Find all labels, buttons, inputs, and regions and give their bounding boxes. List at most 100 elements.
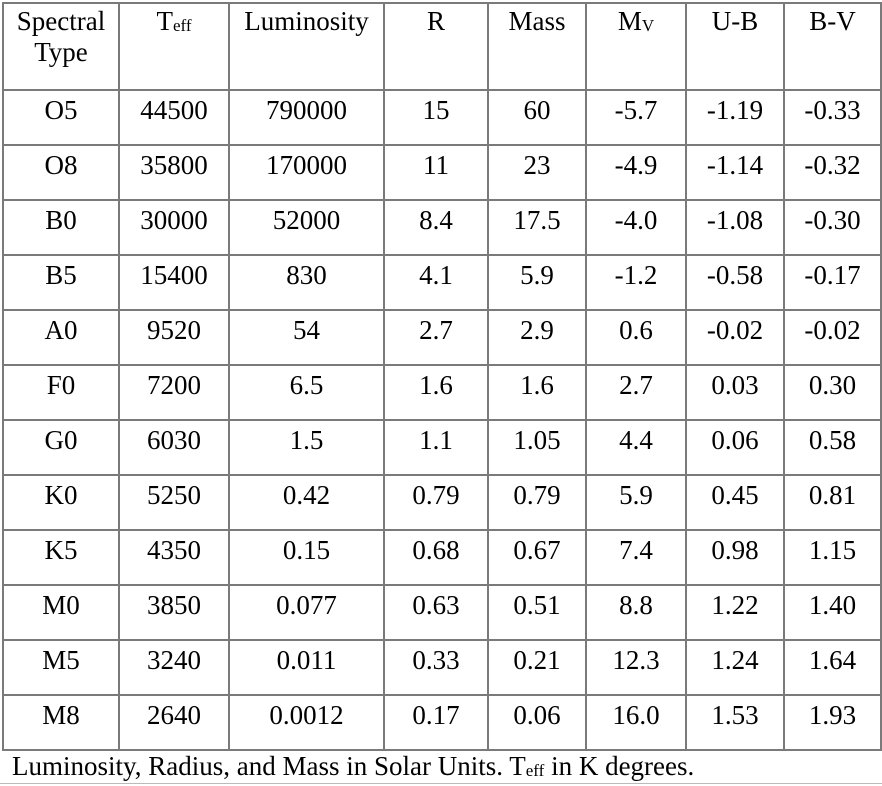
cell-b-v: 0.81 [783, 474, 882, 531]
cell-b-v: 1.64 [783, 639, 882, 696]
header-u-b: U-B [685, 2, 785, 91]
cell-mass: 2.9 [487, 309, 587, 366]
table-row: M0 3850 0.077 0.63 0.51 8.8 1.22 1.40 [2, 584, 882, 641]
cell-mv: 0.6 [585, 309, 687, 366]
cell-mass: 1.05 [487, 419, 587, 476]
cell-mv: 16.0 [585, 694, 687, 751]
cell-spectral-type: M5 [2, 639, 120, 696]
cell-b-v: -0.32 [783, 144, 882, 201]
cell-radius: 0.68 [383, 529, 489, 586]
cell-teff: 9520 [118, 309, 230, 366]
cell-teff: 6030 [118, 419, 230, 476]
table-row: G0 6030 1.5 1.1 1.05 4.4 0.06 0.58 [2, 419, 882, 476]
cell-luminosity: 6.5 [228, 364, 385, 421]
cell-radius: 15 [383, 89, 489, 146]
cell-mass: 0.06 [487, 694, 587, 751]
cell-spectral-type: K5 [2, 529, 120, 586]
header-label: Mass [508, 6, 566, 36]
header-subscript: eff [172, 16, 192, 35]
cell-u-b: 0.45 [685, 474, 785, 531]
cell-mass: 1.6 [487, 364, 587, 421]
cell-mass: 60 [487, 89, 587, 146]
header-b-v: B-V [783, 2, 882, 91]
header-label: B-V [809, 6, 856, 36]
cell-mass: 23 [487, 144, 587, 201]
cell-u-b: 1.24 [685, 639, 785, 696]
header-mv: MV [585, 2, 687, 91]
cell-mass: 0.79 [487, 474, 587, 531]
table-row: K5 4350 0.15 0.68 0.67 7.4 0.98 1.15 [2, 529, 882, 586]
table-row: B0 30000 52000 8.4 17.5 -4.0 -1.08 -0.30 [2, 199, 882, 256]
caption-subscript: eff [525, 761, 545, 780]
caption-text: Luminosity, Radius, and Mass in Solar Un… [12, 751, 526, 781]
cell-teff: 15400 [118, 254, 230, 311]
table-row: A0 9520 54 2.7 2.9 0.6 -0.02 -0.02 [2, 309, 882, 366]
cell-teff: 35800 [118, 144, 230, 201]
cell-radius: 0.17 [383, 694, 489, 751]
cell-luminosity: 0.077 [228, 584, 385, 641]
cell-mass: 0.21 [487, 639, 587, 696]
cell-u-b: 1.53 [685, 694, 785, 751]
table-row: F0 7200 6.5 1.6 1.6 2.7 0.03 0.30 [2, 364, 882, 421]
header-label: R [426, 6, 445, 36]
cell-spectral-type: F0 [2, 364, 120, 421]
cell-radius: 2.7 [383, 309, 489, 366]
cell-luminosity: 0.42 [228, 474, 385, 531]
cell-b-v: 1.40 [783, 584, 882, 641]
header-radius: R [383, 2, 489, 91]
cell-luminosity: 790000 [228, 89, 385, 146]
cell-luminosity: 54 [228, 309, 385, 366]
cell-mv: -1.2 [585, 254, 687, 311]
cell-spectral-type: B5 [2, 254, 120, 311]
cell-b-v: -0.30 [783, 199, 882, 256]
cell-teff: 2640 [118, 694, 230, 751]
table-row: M8 2640 0.0012 0.17 0.06 16.0 1.53 1.93 [2, 694, 882, 751]
cell-luminosity: 52000 [228, 199, 385, 256]
caption-text-end: in K degrees. [544, 751, 695, 781]
bottom-divider [0, 783, 882, 784]
cell-u-b: 0.06 [685, 419, 785, 476]
cell-b-v: 1.93 [783, 694, 882, 751]
table-body: O5 44500 790000 15 60 -5.7 -1.19 -0.33 O8 35800 17… [2, 89, 882, 751]
cell-mv: 4.4 [585, 419, 687, 476]
cell-luminosity: 0.011 [228, 639, 385, 696]
cell-mv: 7.4 [585, 529, 687, 586]
cell-radius: 1.1 [383, 419, 489, 476]
cell-mass: 5.9 [487, 254, 587, 311]
cell-mv: 2.7 [585, 364, 687, 421]
cell-b-v: 1.15 [783, 529, 882, 586]
cell-mv: -5.7 [585, 89, 687, 146]
cell-u-b: -1.14 [685, 144, 785, 201]
cell-radius: 1.6 [383, 364, 489, 421]
cell-mv: -4.0 [585, 199, 687, 256]
cell-teff: 3850 [118, 584, 230, 641]
table-row: M5 3240 0.011 0.33 0.21 12.3 1.24 1.64 [2, 639, 882, 696]
cell-spectral-type: B0 [2, 199, 120, 256]
cell-teff: 30000 [118, 199, 230, 256]
cell-radius: 8.4 [383, 199, 489, 256]
cell-radius: 11 [383, 144, 489, 201]
cell-radius: 0.63 [383, 584, 489, 641]
cell-b-v: 0.30 [783, 364, 882, 421]
cell-teff: 4350 [118, 529, 230, 586]
cell-u-b: 0.03 [685, 364, 785, 421]
header-label: M [617, 6, 642, 36]
cell-u-b: 1.22 [685, 584, 785, 641]
table-row: O8 35800 170000 11 23 -4.9 -1.14 -0.32 [2, 144, 882, 201]
cell-u-b: -0.02 [685, 309, 785, 366]
header-mass: Mass [487, 2, 587, 91]
header-label-line2: Type [34, 37, 88, 67]
cell-mass: 0.67 [487, 529, 587, 586]
header-spectral-type: Spectral Type [2, 2, 120, 91]
cell-mv: 8.8 [585, 584, 687, 641]
table-row: O5 44500 790000 15 60 -5.7 -1.19 -0.33 [2, 89, 882, 146]
header-label: Spectral [16, 6, 106, 36]
cell-radius: 4.1 [383, 254, 489, 311]
table-row: B5 15400 830 4.1 5.9 -1.2 -0.58 -0.17 [2, 254, 882, 311]
cell-spectral-type: M8 [2, 694, 120, 751]
cell-teff: 5250 [118, 474, 230, 531]
cell-spectral-type: K0 [2, 474, 120, 531]
cell-b-v: -0.33 [783, 89, 882, 146]
cell-luminosity: 170000 [228, 144, 385, 201]
cell-luminosity: 1.5 [228, 419, 385, 476]
